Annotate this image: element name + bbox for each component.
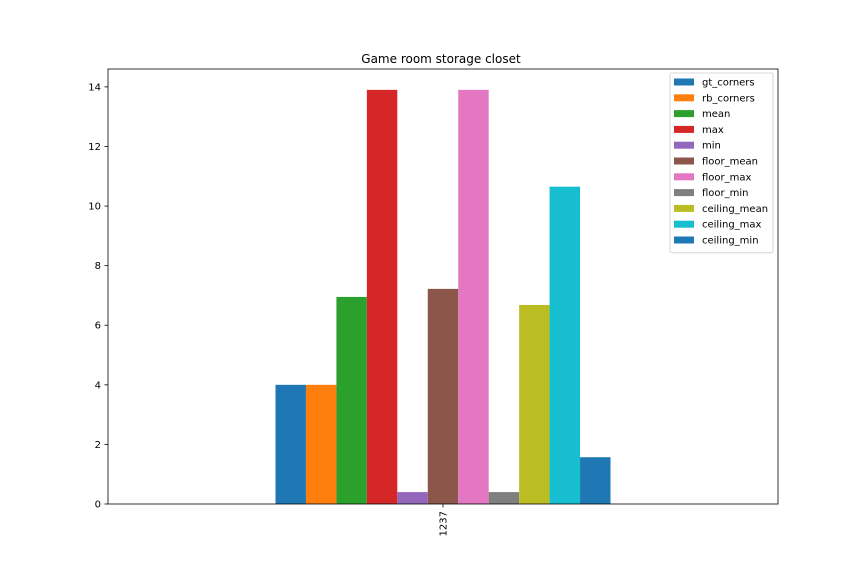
y-axis: 0 2 4 6 8 10 12 14 (88, 82, 108, 511)
legend-label-gt_corners: gt_corners (702, 78, 755, 89)
legend-label-max: max (702, 125, 724, 136)
legend-label-floor_mean: floor_mean (702, 157, 758, 168)
y-tick-label: 2 (95, 440, 101, 451)
bar-ceiling_mean (519, 304, 550, 504)
bar-max (366, 89, 398, 505)
legend-label-mean: mean (702, 109, 730, 120)
legend-swatch-floor_min (674, 189, 694, 197)
plot-frame (107, 68, 779, 505)
legend-swatch-floor_mean (674, 157, 694, 165)
legend-label-floor_min: floor_min (702, 188, 749, 199)
y-tick-label: 10 (88, 202, 101, 213)
bar-floor_min (488, 492, 520, 504)
y-tick-label: 8 (95, 261, 101, 272)
x-axis: 1237 (439, 504, 450, 536)
x-tick-label: 1237 (439, 511, 450, 536)
y-tick-label: 6 (95, 321, 101, 332)
legend-swatch-rb_corners (674, 94, 694, 102)
bar-ceiling_min (580, 457, 611, 504)
bar-gt_corners (275, 384, 306, 504)
y-tick-label: 14 (88, 82, 101, 93)
bar-ceiling_max (549, 186, 581, 504)
legend-label-floor_max: floor_max (702, 172, 752, 183)
legend-box (669, 72, 774, 254)
y-tick-label: 12 (88, 142, 101, 153)
bars-group (275, 89, 611, 505)
legend-swatch-mean (674, 110, 694, 118)
bar-mean (336, 296, 367, 504)
legend-swatch-ceiling_min (674, 236, 694, 244)
chart-title: Game room storage closet (361, 52, 521, 66)
legend-swatch-min (674, 141, 694, 149)
legend-label-rb_corners: rb_corners (702, 93, 755, 104)
legend-label-min: min (702, 141, 721, 152)
legend-swatch-floor_max (674, 173, 694, 181)
bar-min (397, 492, 428, 504)
bar-floor_mean (427, 288, 459, 504)
y-tick-label: 0 (95, 500, 101, 511)
y-tick-label: 4 (95, 380, 101, 391)
legend-label-ceiling_min: ceiling_min (702, 236, 759, 247)
bar-floor_max (458, 89, 489, 505)
legend-swatch-gt_corners (674, 78, 694, 86)
legend-swatch-max (674, 125, 694, 133)
legend-swatch-ceiling_max (674, 220, 694, 228)
legend-swatch-ceiling_mean (674, 204, 694, 212)
legend-label-ceiling_max: ceiling_max (702, 220, 762, 231)
bar-rb_corners (305, 384, 337, 504)
legend-label-ceiling_mean: ceiling_mean (702, 204, 768, 215)
